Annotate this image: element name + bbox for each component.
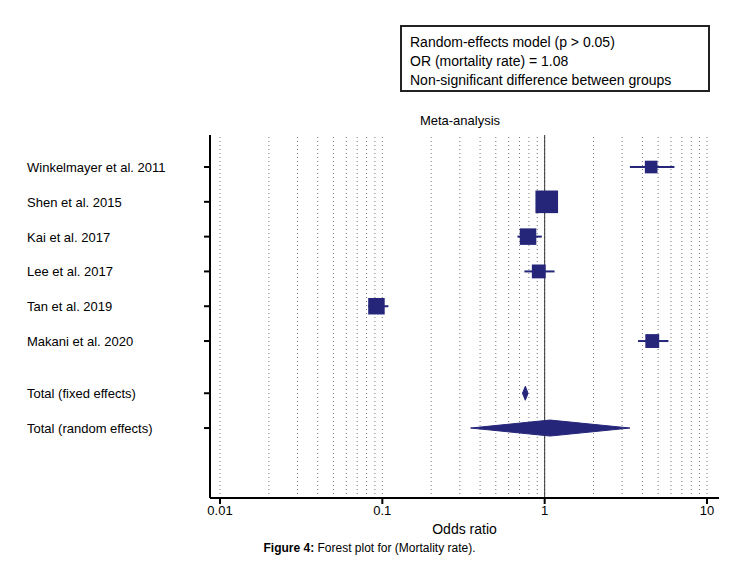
svg-text:Tan et al. 2019: Tan et al. 2019 (27, 299, 112, 314)
svg-text:1: 1 (541, 503, 548, 518)
svg-text:Kai et al. 2017: Kai et al. 2017 (27, 230, 110, 245)
svg-text:Lee et al. 2017: Lee et al. 2017 (27, 264, 113, 279)
svg-text:10: 10 (700, 503, 714, 518)
svg-text:0.01: 0.01 (207, 503, 232, 518)
svg-text:Shen et al. 2015: Shen et al. 2015 (27, 195, 122, 210)
svg-text:0.1: 0.1 (373, 503, 391, 518)
html-text:Random-effects model (p > 0.05: Random-effects model (p > 0.05) (410, 34, 615, 50)
svg-text:Makani et al. 2020: Makani et al. 2020 (27, 334, 133, 349)
html-text:OR (mortality rate) = 1.08: OR (mortality rate) = 1.08 (410, 53, 569, 69)
svg-text:Winkelmayer et al. 2011: Winkelmayer et al. 2011 (27, 160, 166, 175)
svg-text:Odds ratio: Odds ratio (432, 521, 497, 537)
html-text:Non-significant difference bet: Non-significant difference between group… (410, 72, 672, 88)
svg-text:Total (fixed effects): Total (fixed effects) (27, 386, 136, 401)
svg-text:Total (random effects): Total (random effects) (27, 421, 152, 436)
html-text:Meta-analysis: Meta-analysis (419, 113, 501, 128)
html-text:Figure 4: Forest plot for (Mor: Figure 4: Forest plot for (Mortality rat… (263, 541, 476, 555)
